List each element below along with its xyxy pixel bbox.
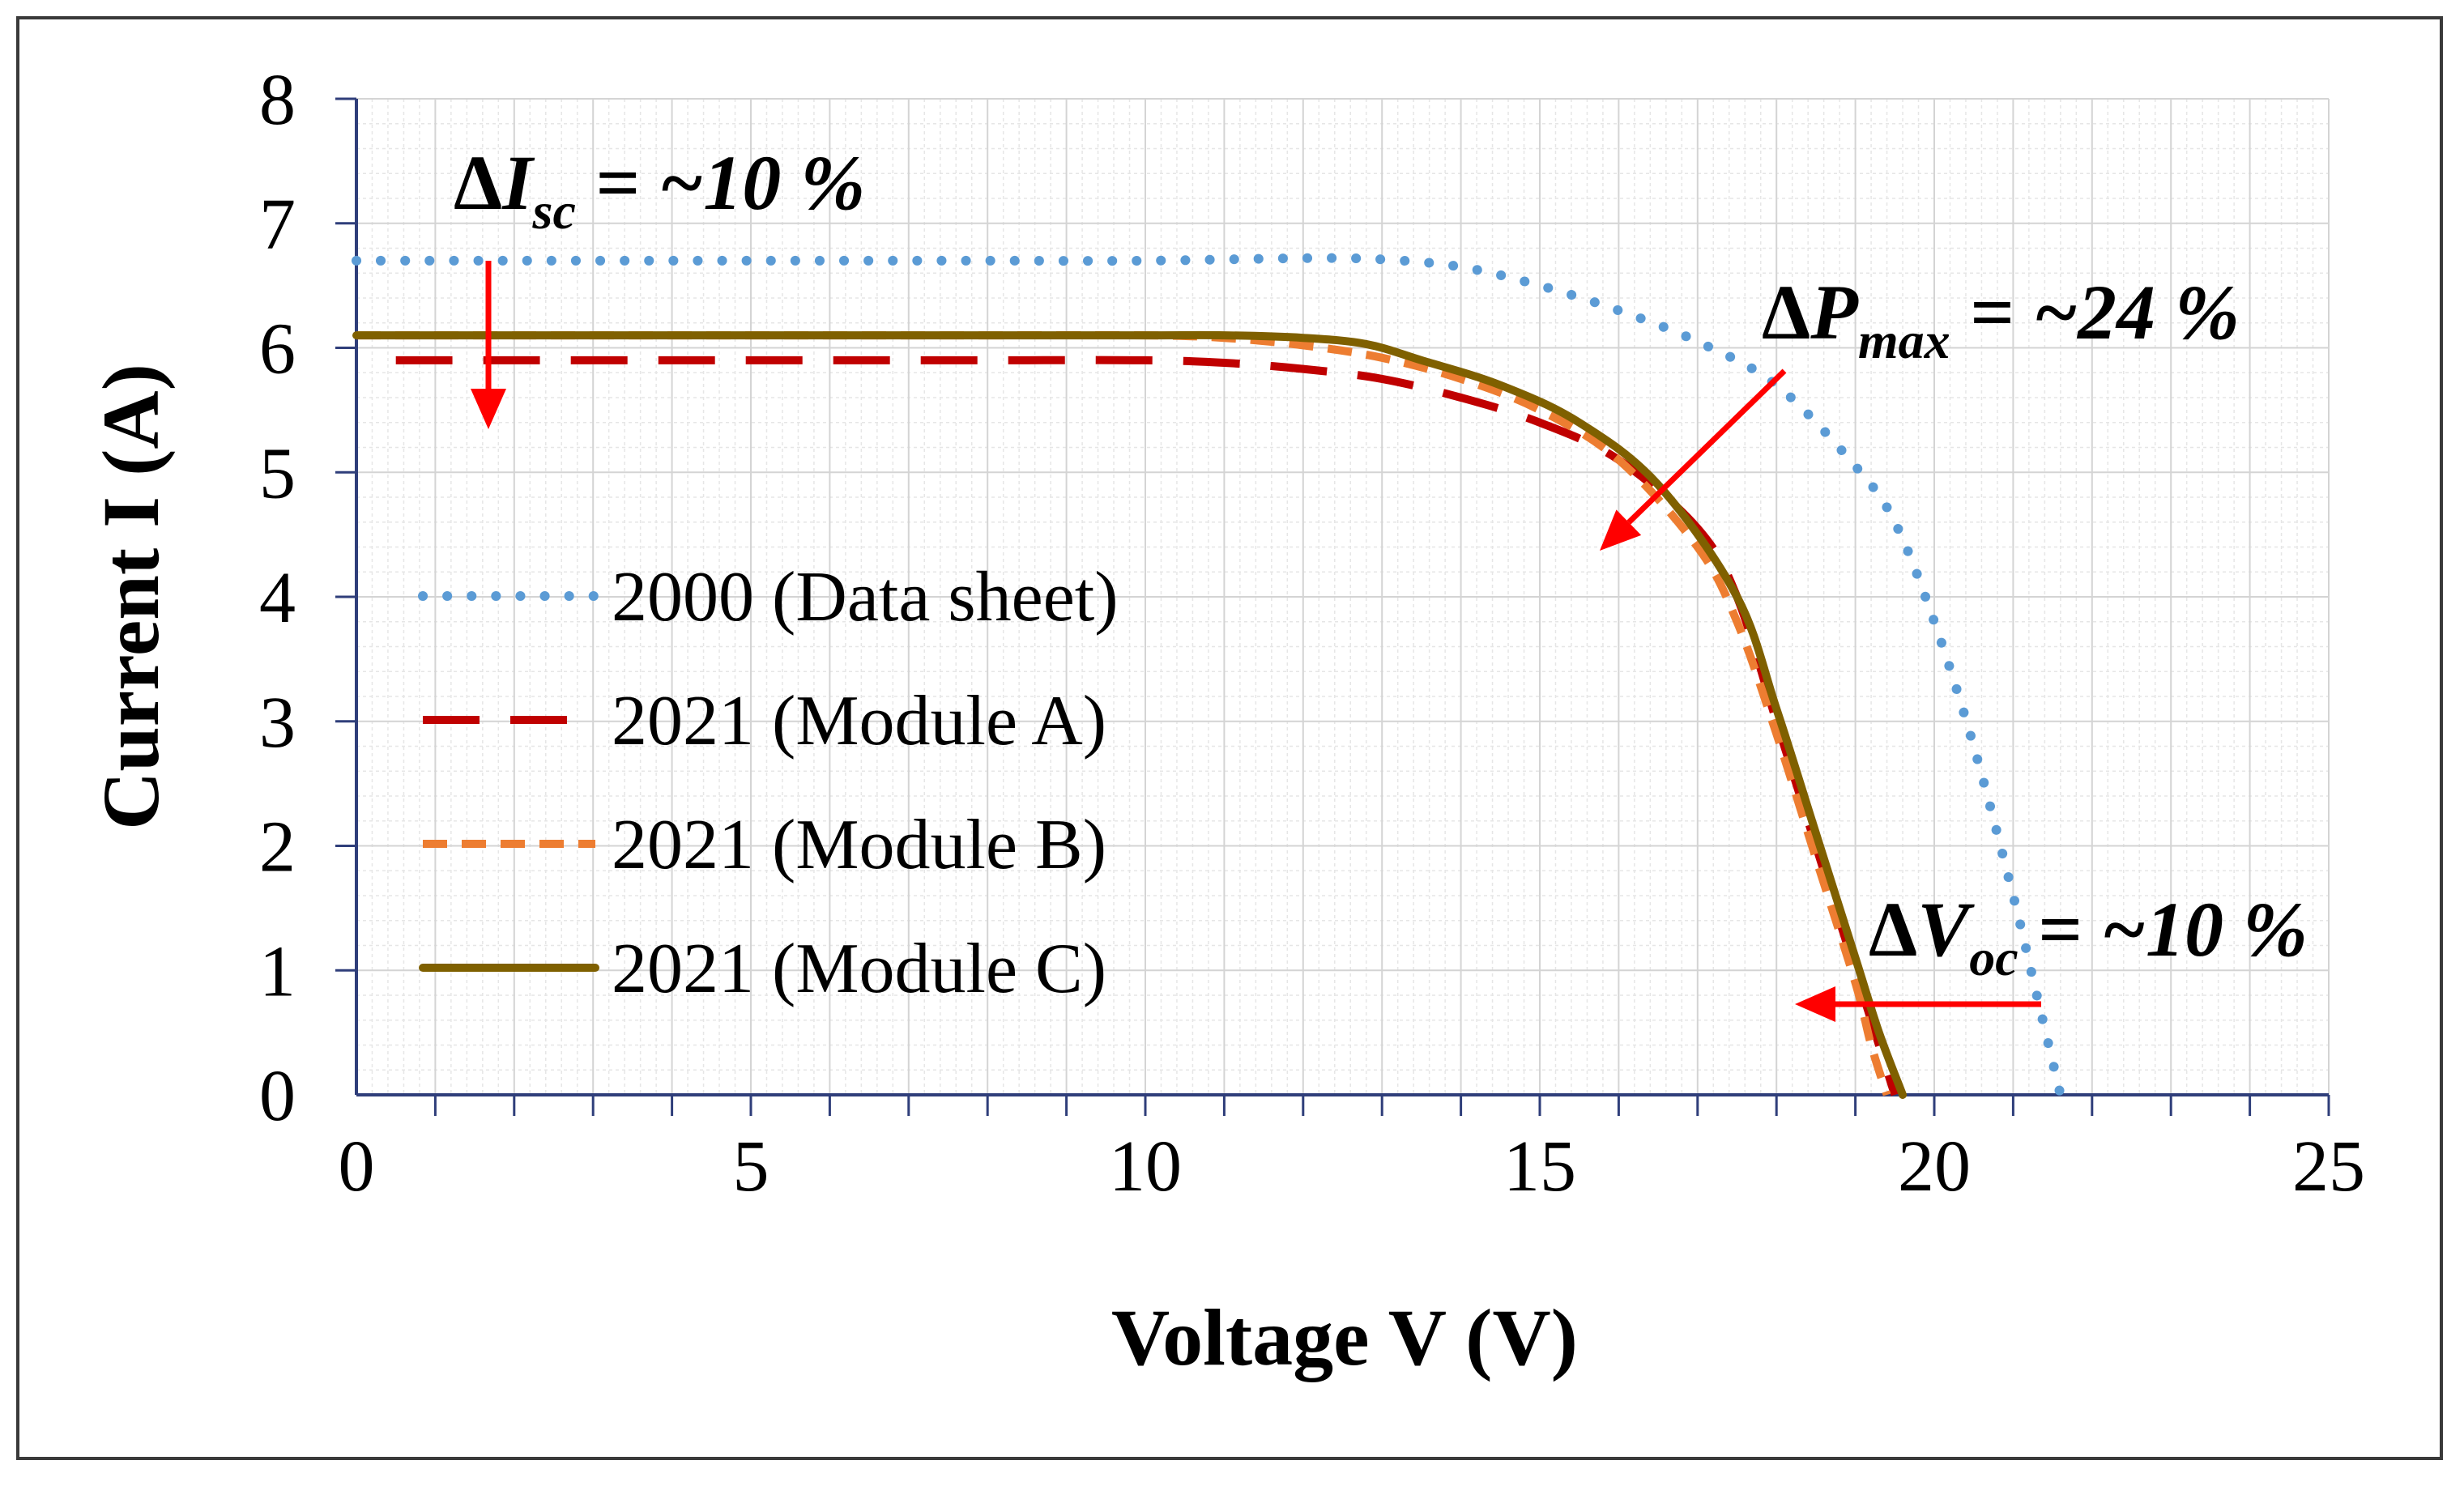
annotation-arrows <box>471 261 2041 1022</box>
y-tick-label: 8 <box>259 60 296 140</box>
legend-label-2000-data-sheet: 2000 (Data sheet) <box>612 558 1119 637</box>
legend-label-2021-module-c: 2021 (Module C) <box>612 930 1106 1008</box>
legend-label-2021-module-b: 2021 (Module B) <box>612 806 1106 884</box>
series-layer <box>352 253 2065 1100</box>
series-line-2021-module-c <box>352 330 1907 1099</box>
annotation-isc: ΔIsc = ~10 % <box>454 139 865 240</box>
x-tick-label: 10 <box>1109 1126 1182 1207</box>
x-tick-label: 5 <box>733 1126 769 1207</box>
x-tick-label: 0 <box>339 1126 375 1207</box>
tick-labels: 0 5 10 15 20 25 0 1 2 3 4 5 6 7 8 <box>259 60 2365 1207</box>
isc-arrow-head <box>471 389 506 429</box>
minor-gridlines <box>356 99 2329 1095</box>
series-line-2021-module-a <box>395 356 1899 1096</box>
voc-arrow-head <box>1795 986 1835 1022</box>
voc-arrow <box>1795 986 2041 1022</box>
x-axis-title: Voltage V (V) <box>1111 1292 1578 1382</box>
y-tick-label: 1 <box>259 931 296 1011</box>
y-tick-label: 7 <box>259 185 296 265</box>
annotation-voc: ΔVoc = ~10 % <box>1869 886 2308 986</box>
legend: 2000 (Data sheet) 2021 (Module A) 2021 (Mo… <box>418 558 1119 1008</box>
x-tick-label: 15 <box>1503 1126 1576 1207</box>
y-tick-label: 3 <box>259 683 296 763</box>
annotations: ΔIsc = ~10 % ΔPmax = ~24 % ΔVoc = ~10 % <box>454 139 2308 986</box>
x-tick-label: 25 <box>2292 1126 2365 1207</box>
series-line-2021-module-b <box>356 330 1891 1096</box>
x-tick-label: 20 <box>1898 1126 1971 1207</box>
chart-frame <box>16 16 2443 1460</box>
series-line-2000-data-sheet <box>352 253 2065 1100</box>
y-tick-label: 2 <box>259 807 296 888</box>
y-tick-label: 6 <box>259 309 296 390</box>
pmax-arrow-head <box>1600 509 1642 551</box>
pmax-arrow <box>1600 368 1787 551</box>
isc-arrow <box>471 261 506 429</box>
y-tick-label: 4 <box>259 558 296 638</box>
pmax-arrow-shaft <box>1626 368 1787 525</box>
y-axis-title: Current I (A) <box>86 364 176 830</box>
tick-marks <box>335 97 2330 1116</box>
legend-label-2021-module-a: 2021 (Module A) <box>612 682 1106 760</box>
major-gridlines <box>356 98 2330 1095</box>
y-tick-label: 0 <box>259 1056 296 1136</box>
y-tick-label: 5 <box>259 433 296 513</box>
annotation-pmax: ΔPmax = ~24 % <box>1762 269 2240 369</box>
